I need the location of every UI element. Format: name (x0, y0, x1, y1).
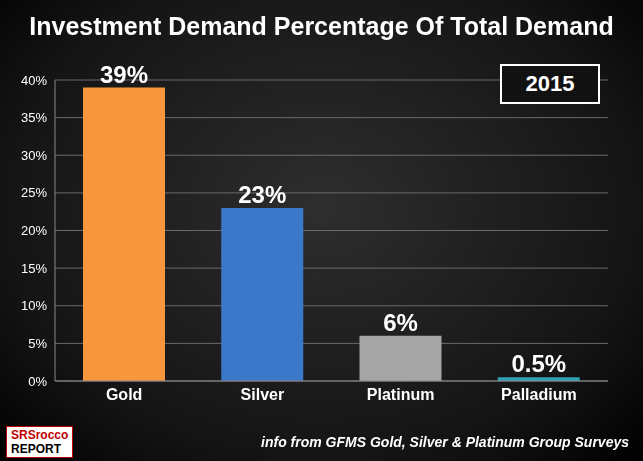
svg-text:15%: 15% (21, 261, 47, 276)
svg-text:10%: 10% (21, 298, 47, 313)
svg-text:6%: 6% (383, 309, 418, 336)
svg-text:30%: 30% (21, 148, 47, 163)
svg-text:35%: 35% (21, 110, 47, 125)
svg-text:23%: 23% (238, 181, 286, 208)
html-text:SRSrocco: SRSrocco (11, 428, 69, 442)
svg-text:Platinum: Platinum (367, 386, 435, 403)
svg-text:25%: 25% (21, 185, 47, 200)
svg-text:20%: 20% (21, 223, 47, 238)
html-text:2015: 2015 (525, 71, 575, 96)
svg-text:Silver: Silver (241, 386, 285, 403)
svg-text:Palladium: Palladium (501, 386, 577, 403)
svg-text:39%: 39% (100, 61, 148, 88)
svg-text:Gold: Gold (106, 386, 142, 403)
svg-text:0%: 0% (28, 374, 47, 389)
html-text:REPORT: REPORT (11, 442, 61, 456)
svg-text:0.5%: 0.5% (511, 350, 566, 377)
html-text:Investment Demand Percentage O: Investment Demand Percentage Of Total De… (29, 12, 614, 40)
html-text:info from GFMS Gold, Silver &: info from GFMS Gold, Silver & Platinum G… (261, 434, 629, 450)
svg-text:5%: 5% (28, 336, 47, 351)
svg-text:40%: 40% (21, 73, 47, 88)
